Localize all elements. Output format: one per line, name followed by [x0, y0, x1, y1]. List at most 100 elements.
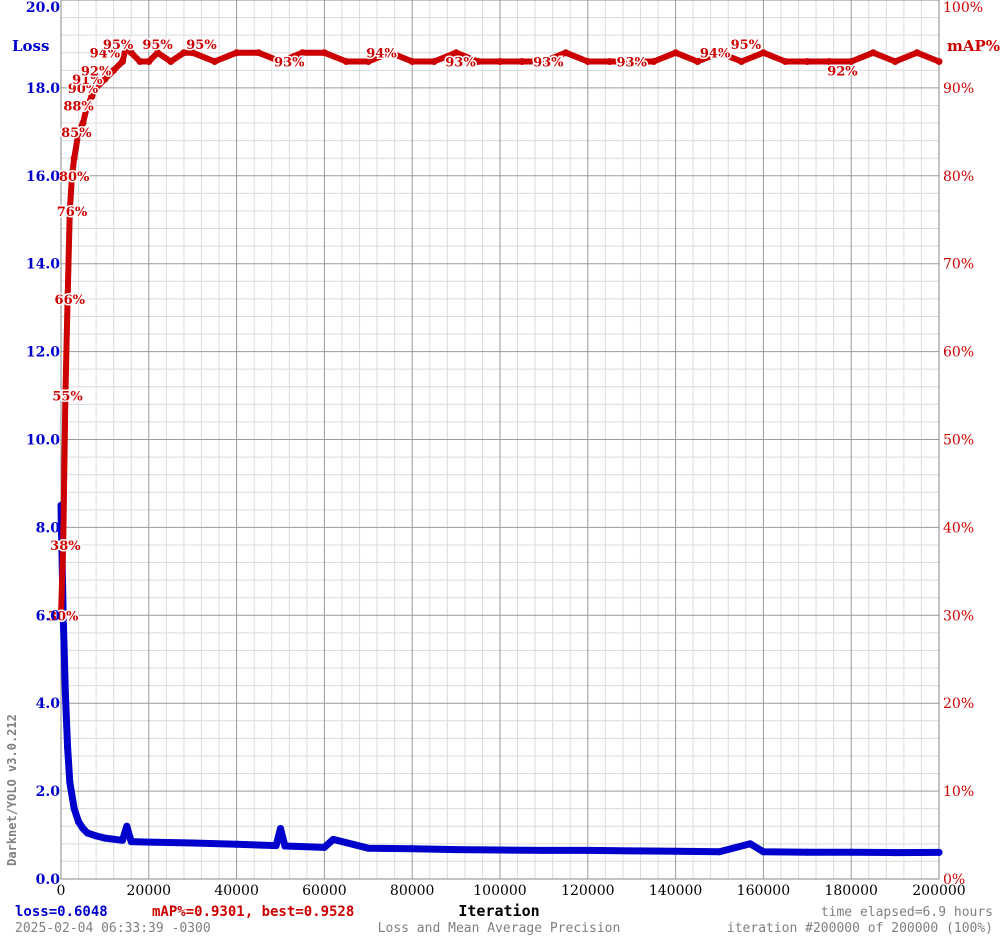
map-value-label: 80%: [59, 170, 90, 185]
map-point: [101, 75, 109, 83]
loss-point: [847, 848, 855, 856]
loss-point: [329, 835, 337, 843]
loss-point: [628, 847, 636, 855]
x-tick-label: 40000: [214, 883, 259, 899]
x-tick-label: 160000: [737, 883, 790, 899]
map-point: [869, 49, 877, 57]
loss-point: [92, 832, 100, 840]
x-tick-labels: 0 20000 40000 60000 80000 100000 120000 140000 1…: [57, 883, 966, 899]
x-tick-label: 200000: [912, 883, 965, 899]
loss-point: [759, 848, 767, 856]
loss-point: [64, 743, 72, 751]
map-point: [57, 611, 65, 619]
map-point: [716, 49, 723, 57]
right-tick-label: 80%: [943, 169, 974, 185]
map-point: [759, 49, 767, 57]
map-value-label: 55%: [52, 390, 83, 405]
major-grid: [60, 0, 940, 880]
map-point: [79, 119, 87, 127]
loss-point: [364, 844, 372, 852]
map-point: [136, 58, 144, 66]
map-value-label: 85%: [61, 126, 92, 141]
loss-point: [83, 829, 91, 837]
loss-point: [584, 846, 592, 854]
map-point: [64, 295, 72, 303]
right-tick-labels: 0% 10% 20% 30% 40% 50% 60% 70% 80% 90% 100%: [943, 0, 983, 888]
map-point: [68, 172, 76, 180]
map-value-label: 38%: [50, 539, 81, 554]
x-axis-label: Iteration: [458, 902, 539, 920]
map-point: [781, 58, 789, 66]
x-tick-label: 140000: [649, 883, 702, 899]
map-point: [803, 58, 811, 66]
right-tick-label: 50%: [943, 433, 974, 449]
map-value-label: 95%: [731, 38, 762, 53]
loss-point: [70, 805, 78, 813]
loss-point: [189, 839, 197, 847]
map-series: [57, 40, 943, 619]
map-value-label: 92%: [81, 64, 112, 79]
map-point: [496, 58, 504, 66]
map-point: [452, 49, 460, 57]
map-value-label: 88%: [63, 99, 94, 114]
map-point: [66, 207, 74, 215]
x-tick-label: 120000: [561, 883, 614, 899]
map-value-label: 30%: [48, 609, 79, 624]
footer-loss: loss=0.6048: [15, 904, 108, 920]
footer-timestamp: 2025-02-04 06:33:39 -0300: [15, 921, 211, 936]
left-tick-label: 14.0: [26, 257, 60, 273]
footer-map: mAP%=0.9301, best=0.9528: [152, 904, 354, 920]
map-value-label: 76%: [57, 205, 88, 220]
map-point: [180, 49, 188, 57]
map-point: [70, 154, 78, 162]
loss-series: [57, 501, 943, 857]
loss-point: [320, 843, 328, 851]
map-point: [88, 93, 96, 101]
side-version-label: Darknet/YOLO v3.0.212: [5, 714, 19, 866]
loss-point: [672, 847, 680, 855]
left-tick-label: 2.0: [36, 784, 61, 800]
map-point: [672, 49, 680, 57]
right-tick-label: 60%: [943, 345, 974, 361]
map-value-label: 95%: [186, 38, 217, 53]
loss-point: [127, 838, 135, 846]
map-value-label: 93%: [274, 56, 305, 71]
right-tick-label: 0%: [943, 872, 965, 888]
left-tick-label: 16.0: [26, 169, 60, 185]
map-point: [145, 58, 153, 66]
loss-point: [281, 842, 289, 850]
x-tick-label: 180000: [824, 883, 877, 899]
map-value-label: 93%: [616, 56, 647, 71]
right-tick-label: 100%: [943, 0, 983, 16]
map-point: [825, 58, 833, 66]
map-point: [92, 84, 100, 92]
right-tick-label: 90%: [943, 81, 974, 97]
map-point: [694, 58, 702, 66]
map-point: [628, 58, 636, 66]
loss-point: [716, 848, 723, 856]
map-point: [211, 58, 219, 66]
map-point: [913, 49, 921, 57]
map-point: [320, 49, 328, 57]
map-value-label: 66%: [55, 293, 86, 308]
map-point: [342, 58, 350, 66]
map-point: [75, 128, 83, 136]
map-point: [364, 58, 372, 66]
chart-title: Loss and Mean Average Precision: [378, 921, 621, 936]
left-tick-labels: 0.0 2.0 4.0 6.0 8.0 10.0 12.0 14.0 16.0 18.0 20.0: [26, 0, 60, 888]
map-value-label: 90%: [68, 82, 99, 97]
map-point: [61, 392, 69, 400]
loss-point: [145, 838, 153, 846]
x-tick-label: 0: [57, 883, 66, 899]
loss-point: [233, 840, 241, 848]
x-tick-label: 20000: [127, 883, 172, 899]
map-point: [408, 58, 416, 66]
loss-point: [540, 846, 548, 854]
map-point: [737, 58, 745, 66]
loss-point: [452, 846, 460, 854]
loss-point: [891, 849, 899, 857]
right-tick-label: 20%: [943, 696, 974, 712]
loss-point: [272, 842, 280, 850]
x-tick-label: 60000: [302, 883, 347, 899]
map-value-label: 94%: [366, 47, 397, 62]
